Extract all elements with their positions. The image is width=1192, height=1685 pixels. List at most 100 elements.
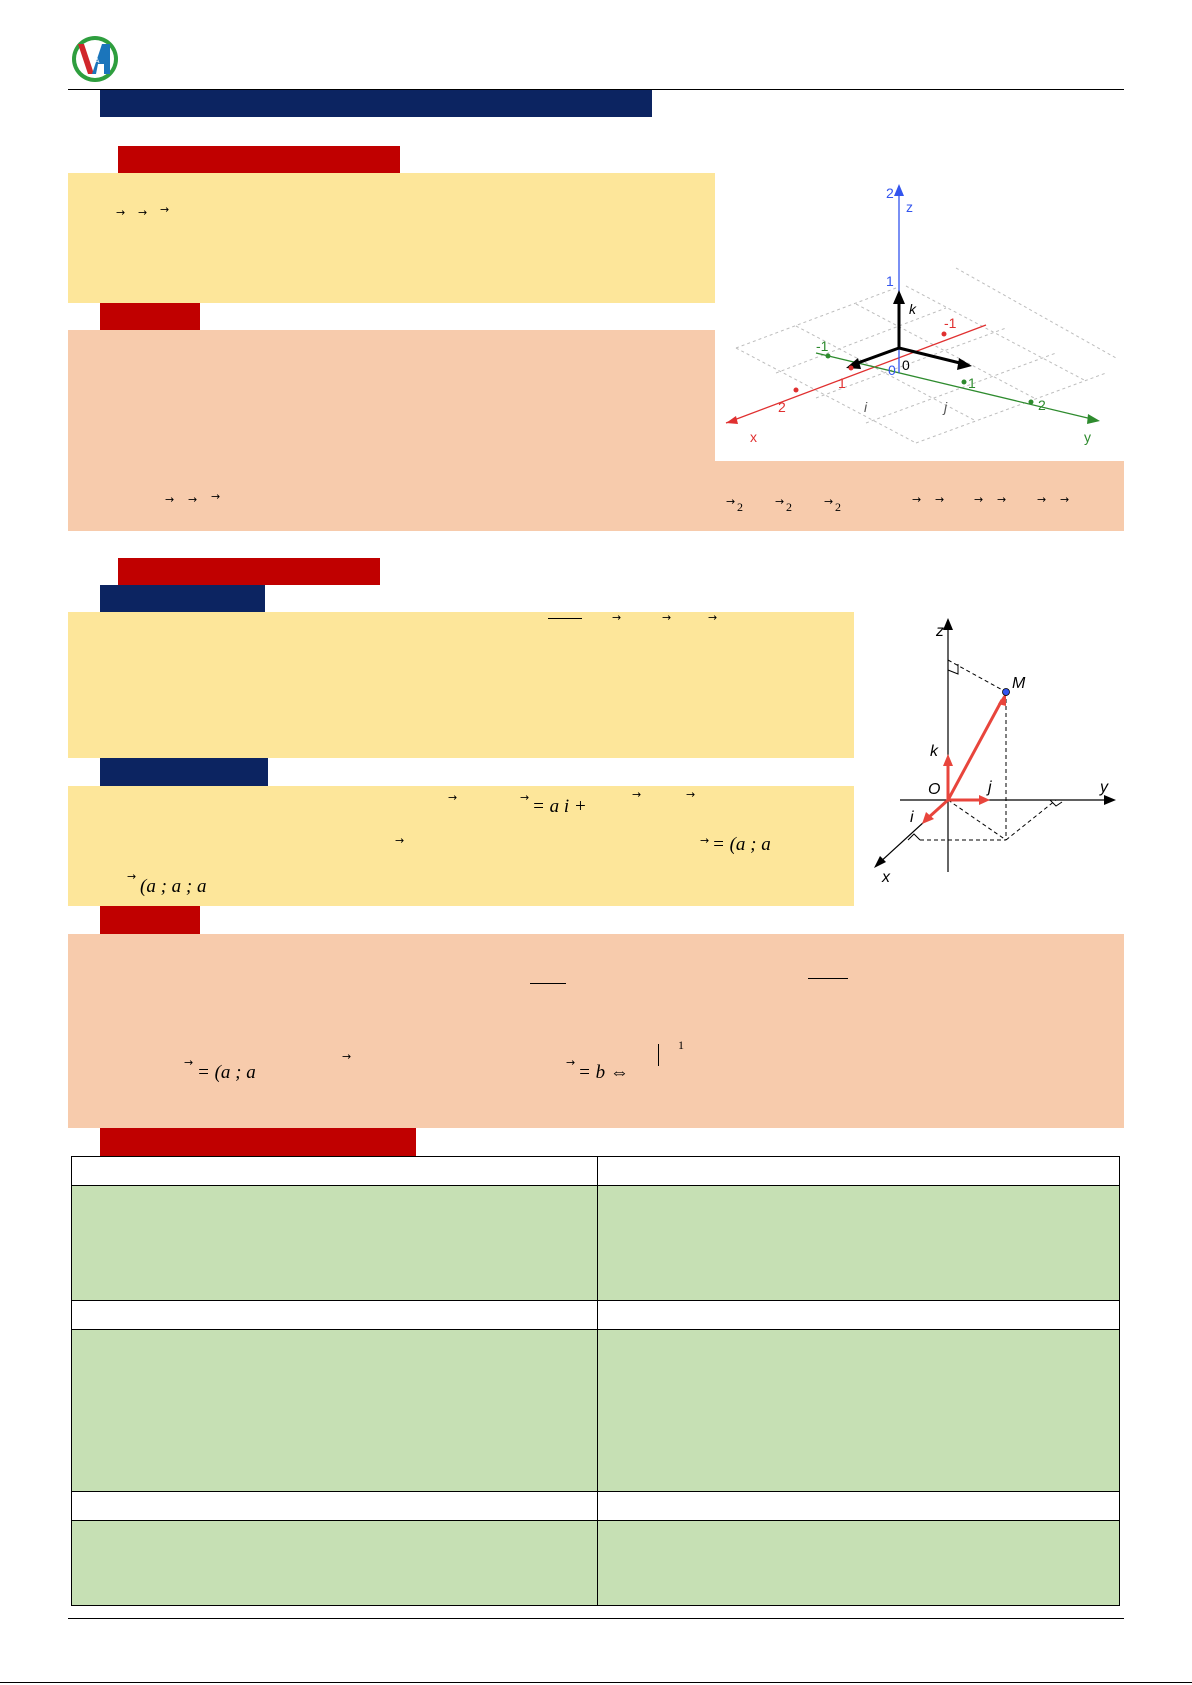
table-cell-2a: [72, 1330, 597, 1492]
y-axis: [815, 352, 1097, 421]
overline-vector-OM: [548, 618, 582, 619]
label-O: O: [928, 781, 940, 798]
exponent: 2: [835, 500, 841, 514]
origin-label-2: 0: [902, 357, 910, 373]
svg-text:VA: VA: [91, 58, 100, 65]
vector-arrow: →: [708, 611, 718, 624]
vector-arrow: →: [686, 788, 696, 801]
vector-arrow: →: [116, 206, 126, 219]
vector-i-arrowhead: [922, 812, 934, 824]
point-M: [1002, 688, 1010, 696]
vector-k-arrowhead: [943, 754, 953, 766]
vector-arrow: →: [566, 1056, 576, 1069]
x-axis-arrow: [874, 856, 886, 868]
subsection-bar-1: [118, 146, 400, 173]
vector-arrow: →: [395, 834, 405, 847]
definition-box-1: [68, 173, 715, 303]
table-row-header-3: [72, 1492, 1119, 1521]
label-vector-k: k: [909, 301, 917, 317]
page-bottom-rule: [0, 1682, 1192, 1683]
vector-arrow: →: [726, 495, 736, 508]
math-eq-a-a: = (a ; a: [197, 1062, 256, 1083]
tick-points: [793, 331, 1034, 405]
definition-box-2: [68, 612, 854, 758]
y-axis-arrow: [1087, 414, 1100, 424]
vector-i-arrowhead: [846, 358, 861, 369]
table-cell-3a: [72, 1521, 597, 1605]
exponent: 2: [786, 500, 792, 514]
projection-lines: [920, 659, 1057, 841]
vector-i: [854, 346, 900, 366]
math-tuple: (a ; a ; a: [140, 876, 207, 897]
table-cell-2b: [598, 1330, 1119, 1492]
vector-arrow: →: [997, 493, 1007, 506]
tick-z-1: 1: [886, 273, 894, 289]
logo-icon: VA: [72, 36, 118, 82]
vector-arrow: →: [520, 791, 530, 804]
superscript-1: 1: [678, 1038, 684, 1052]
vector-arrow: →: [974, 493, 984, 506]
coordinate-system-figure: 2 z 1 k 0 0 -1 -1 1 2 1 2 i j x y: [725, 184, 1117, 445]
exponent: 2: [737, 500, 743, 514]
vector-arrow: →: [165, 493, 175, 506]
vector-arrow: →: [612, 611, 622, 624]
table-row-header-1: [72, 1157, 1119, 1186]
note-bar-2: [100, 906, 200, 934]
definition-bar-2: [100, 585, 265, 612]
logo: VA: [70, 34, 120, 84]
table-cell-1b: [598, 1186, 1119, 1301]
right-angle-marks: [907, 664, 1063, 841]
vector-arrow: →: [824, 495, 834, 508]
label-y: y: [1099, 779, 1109, 796]
footer-rule: [68, 1618, 1124, 1619]
label-i: i: [910, 809, 914, 826]
overline-vector-1: [530, 983, 566, 984]
axis-label-z: z: [906, 199, 913, 215]
tick-x-2: 2: [778, 399, 786, 415]
grid-lines: [735, 267, 1117, 444]
vector-arrow: →: [127, 870, 137, 883]
header-rule: [68, 89, 1124, 90]
vector-arrow: →: [700, 834, 710, 847]
vector-arrow: →: [912, 493, 922, 506]
vector-k-arrowhead: [893, 290, 905, 304]
origin-label: 0: [888, 362, 896, 378]
vector-arrow: →: [448, 791, 458, 804]
point-coordinates-figure: z M k O j y i x: [874, 618, 1116, 886]
vector-arrow: →: [935, 493, 945, 506]
x-axis: [725, 324, 987, 424]
tick-y-neg1: -1: [816, 338, 829, 354]
vector-arrow: →: [160, 203, 170, 216]
tick-x-neg1: -1: [944, 315, 957, 331]
vector-j-arrowhead: [979, 795, 990, 805]
table-divider-vertical-top: [597, 1157, 598, 1605]
vector-arrow: →: [1037, 493, 1047, 506]
vector-i: [926, 798, 950, 820]
vector-arrow: →: [662, 611, 672, 624]
vector-arrow: →: [775, 495, 785, 508]
x-axis-arrow: [726, 416, 738, 424]
label-M: M: [1012, 675, 1026, 692]
exercise-table: [71, 1156, 1120, 1606]
vector-j: [898, 346, 965, 366]
table-cell-3b: [598, 1521, 1119, 1605]
math-eq-a-a: = (a ; a: [712, 834, 771, 855]
vector-OM-arrowhead: [998, 692, 1006, 706]
label-x: x: [881, 869, 891, 886]
note-box-1-lower: [68, 461, 1124, 531]
math-eq-a-i: = a i +: [532, 796, 587, 817]
label-vector-j: j: [942, 399, 948, 415]
axis-label-y: y: [1084, 429, 1091, 445]
note-box-1-upper: [68, 330, 715, 461]
definition-box-3: [68, 786, 854, 906]
overline-vector-2: [808, 978, 848, 979]
label-k: k: [930, 743, 939, 760]
z-axis-arrow: [894, 184, 904, 196]
vector-arrow: →: [211, 490, 221, 503]
tick-y-1: 1: [968, 375, 976, 391]
tick-z-2: 2: [886, 185, 894, 201]
vector-arrow: →: [632, 788, 642, 801]
vector-arrow: →: [1060, 493, 1070, 506]
note-bar-1: [100, 303, 200, 330]
tick-x-1: 1: [838, 375, 846, 391]
